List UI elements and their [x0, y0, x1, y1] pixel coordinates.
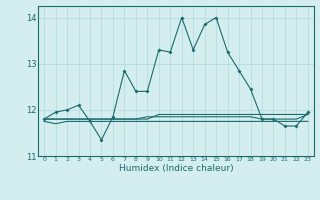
X-axis label: Humidex (Indice chaleur): Humidex (Indice chaleur) [119, 164, 233, 173]
